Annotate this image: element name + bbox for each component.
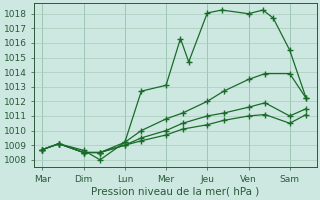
X-axis label: Pression niveau de la mer( hPa ): Pression niveau de la mer( hPa ): [91, 187, 260, 197]
